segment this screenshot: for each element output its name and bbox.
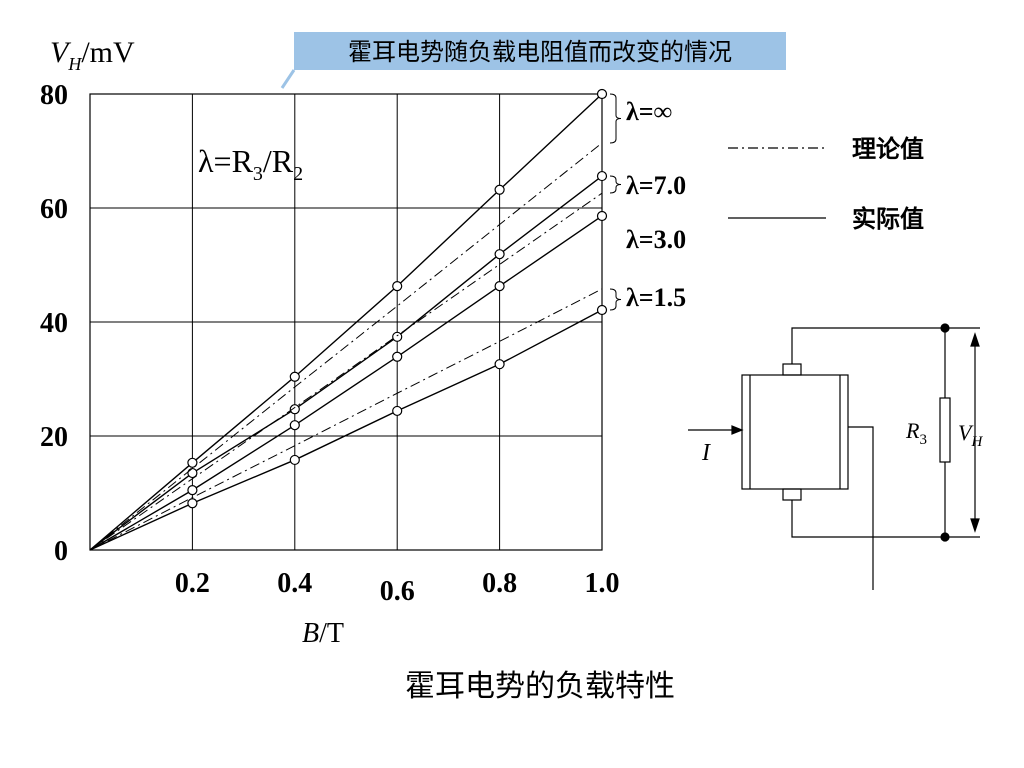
data-point — [392, 331, 403, 342]
y-label-symbol: V — [50, 36, 72, 69]
data-point — [187, 457, 198, 468]
curve-label: λ=3.0 — [626, 225, 686, 254]
x-axis-label: B/T — [302, 618, 344, 649]
series-line — [89, 309, 603, 551]
contact — [782, 363, 802, 376]
data-point — [494, 280, 505, 292]
formula-part: λ=R — [198, 143, 254, 179]
y-tick-label: 80 — [40, 80, 68, 111]
contact — [782, 488, 802, 501]
wire — [791, 327, 980, 364]
voltage-symbol: V — [958, 420, 974, 445]
series-line — [89, 215, 603, 551]
x-tick-label: 0.4 — [277, 568, 312, 599]
data-point — [392, 351, 403, 362]
formula: λ=R3/R2 — [198, 143, 303, 185]
data-point — [596, 210, 608, 222]
series-line — [89, 175, 603, 551]
caption: 霍耳电势的负载特性 — [405, 669, 675, 704]
arrow-head — [970, 518, 980, 533]
x-tick-label: 0.6 — [380, 576, 415, 607]
current-label: I — [701, 440, 711, 466]
node — [940, 532, 950, 542]
voltage-label: VH — [958, 420, 983, 450]
y-tick-label: 60 — [40, 194, 68, 225]
y-label-unit: /mV — [81, 36, 135, 69]
node — [940, 323, 950, 333]
data-point — [187, 485, 198, 496]
y-tick-label: 40 — [40, 308, 68, 339]
y-label-subscript: H — [67, 54, 82, 74]
series-line — [89, 142, 603, 551]
x-tick-label: 1.0 — [585, 568, 620, 599]
formula-sub: 2 — [293, 163, 303, 185]
y-axis-label: VH/mV — [50, 36, 135, 74]
data-point — [596, 170, 608, 182]
banner: 霍耳电势随负载电阻值而改变的情况 — [348, 38, 732, 66]
data-point — [289, 404, 300, 415]
data-point — [392, 405, 403, 417]
data-point — [494, 249, 505, 260]
formula-part: /R — [263, 143, 294, 179]
data-point — [392, 280, 403, 292]
x-label-symbol: B — [302, 618, 319, 649]
curve-label: λ=∞ — [626, 97, 672, 126]
data-point — [289, 454, 300, 466]
data-point — [494, 359, 505, 370]
legend-label: 实际值 — [852, 205, 924, 233]
resistor — [939, 397, 951, 463]
curve-label: λ=7.0 — [626, 171, 686, 200]
formula-sub: 3 — [253, 163, 263, 185]
curve-label: λ=1.5 — [626, 283, 686, 312]
x-tick-label: 0.8 — [482, 568, 517, 599]
series-line — [89, 192, 603, 551]
brace — [609, 288, 622, 311]
data-point — [494, 184, 505, 195]
voltage-sub: H — [970, 434, 983, 450]
series-line — [89, 93, 603, 551]
y-tick-label: 20 — [40, 422, 68, 453]
legend-label: 理论值 — [852, 135, 924, 163]
arrow-head — [731, 425, 744, 435]
data-point — [596, 88, 608, 100]
arrow-head — [970, 332, 980, 347]
data-point — [187, 498, 198, 509]
resistor-label: R3 — [905, 418, 927, 448]
resistor-symbol: R — [905, 418, 920, 443]
banner-pointer — [280, 69, 296, 89]
series-line — [89, 288, 603, 551]
wire — [848, 426, 874, 590]
data-point — [289, 371, 300, 382]
banner-box — [294, 32, 786, 70]
hall-element — [741, 374, 849, 490]
circuit-diagram — [688, 323, 980, 590]
brace — [609, 93, 622, 144]
brace — [609, 175, 622, 194]
y-tick-label: 0 — [54, 536, 68, 567]
x-label-unit: /T — [319, 618, 344, 649]
resistor-sub: 3 — [919, 432, 927, 448]
x-tick-label: 0.2 — [175, 568, 210, 599]
wire — [791, 500, 980, 538]
data-point — [289, 420, 300, 431]
data-point — [596, 304, 608, 316]
